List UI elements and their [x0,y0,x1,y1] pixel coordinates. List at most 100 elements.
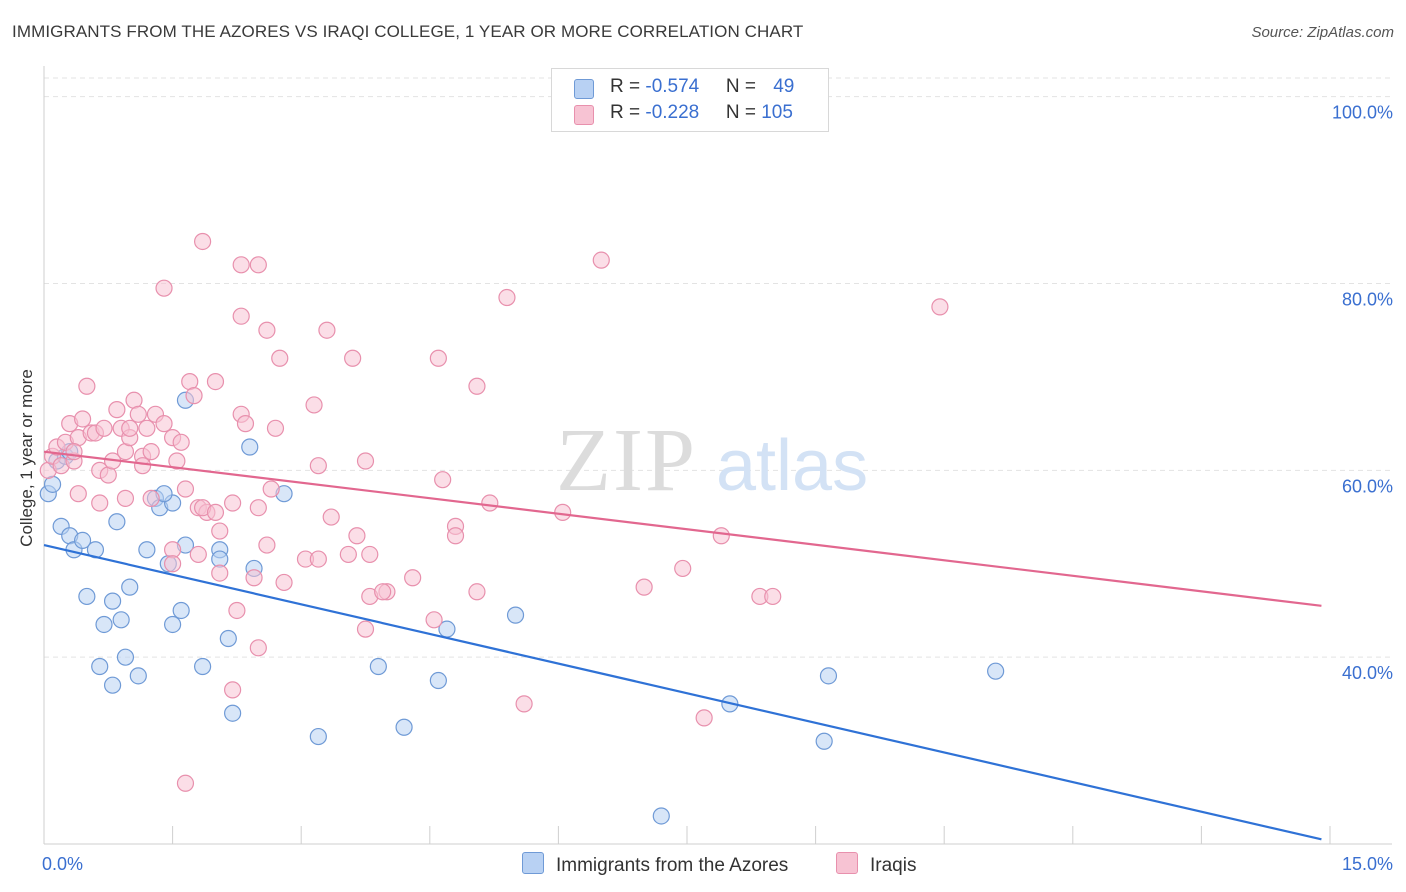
data-point-azores [224,704,242,722]
data-point-azores [91,657,109,676]
source-credit: Source: ZipAtlas.com [1251,24,1394,41]
data-point-iraqis [468,583,486,601]
data-point-iraqis [78,377,96,395]
data-point-iraqis [121,419,139,437]
data-point-iraqis [176,480,195,498]
data-point-azores [116,648,135,666]
data-point-iraqis [228,601,246,620]
data-point-iraqis [258,536,276,554]
data-point-azores [219,629,237,648]
data-point-iraqis [155,279,173,297]
legend-n-label: N = [725,102,762,123]
legend-r-label: R = [610,76,646,97]
data-point-iraqis [236,415,255,433]
watermark: ZIP atlas [556,411,868,510]
data-point-iraqis [339,545,357,564]
y-tick-label: 80.0% [1342,290,1393,310]
legend-label-azores: Immigrants from the Azores [556,855,789,876]
data-point-iraqis [189,545,207,564]
data-point-iraqis [133,457,152,475]
data-point-iraqis [249,499,267,517]
data-point-iraqis [129,405,147,423]
data-point-azores [121,578,139,596]
data-point-iraqis [211,522,229,540]
tick-labels: 40.0% 60.0% 80.0% 100.0% 0.0% 15.0% [42,103,1393,874]
data-point-iraqis [429,349,447,367]
data-point-azores [506,606,525,624]
data-point-iraqis [674,559,692,578]
axes [43,66,1392,845]
chart-title: IMMIGRANTS FROM THE AZORES VS IRAQI COLL… [12,22,804,41]
data-point-iraqis [116,489,135,507]
data-point-iraqis [95,419,113,437]
data-point-iraqis [176,774,195,792]
data-point-azores [815,732,833,750]
data-point-iraqis [305,396,323,414]
x-tick-label: 0.0% [42,854,83,874]
data-point-azores [95,615,113,634]
data-point-iraqis [168,452,186,470]
data-point-azores [103,592,122,610]
data-point-azores [138,541,156,559]
legend-label-iraqis: Iraqis [870,855,917,876]
data-point-iraqis [249,639,267,657]
data-point-azores [164,615,182,634]
data-point-iraqis [108,401,126,419]
data-point-iraqis [142,489,160,507]
data-point-azores [395,718,413,736]
data-point-iraqis [348,527,366,545]
data-point-iraqis [73,410,92,428]
legend-r-label: R = [610,102,646,123]
data-point-iraqis [224,681,242,699]
data-point-azores [819,667,838,685]
trend-line-iraqis [43,450,1322,607]
legend-n-value-azores: 49 [773,76,795,97]
data-point-iraqis [185,387,203,405]
legend-n-value-iraqis: 105 [761,102,793,123]
data-point-iraqis [232,256,250,274]
data-point-iraqis [344,349,362,367]
watermark-zip: ZIP [556,411,697,510]
data-point-iraqis [266,419,285,437]
data-point-iraqis [211,564,229,582]
data-point-iraqis [931,298,949,316]
legend-item-iraqis: Iraqis [836,852,916,878]
data-point-iraqis [275,573,293,592]
trend-line-azores [43,544,1322,841]
data-point-azores [129,667,147,685]
data-point-azores [241,438,259,456]
data-point-azores [73,531,92,550]
data-point-azores [172,601,190,620]
legend-swatch-iraqis [574,105,594,125]
y-axis-label: College, 1 year or more [17,369,36,547]
legend-r-value-azores: -0.574 [645,76,700,97]
data-point-iraqis [712,527,730,545]
data-point-iraqis [404,569,422,587]
data-point-azores [987,662,1005,680]
data-point-iraqis [515,695,533,713]
data-point-iraqis [69,485,87,503]
legend-n-label: N = [725,76,762,97]
data-point-iraqis [356,620,375,638]
data-point-iraqis [356,452,375,470]
data-point-iraqis [764,587,782,606]
legend-swatch-azores [574,79,594,99]
data-point-iraqis [425,611,443,629]
correlation-legend: R = -0.574 N = 49 R = -0.228 N = 105 [551,68,829,132]
data-point-azores [652,807,670,825]
data-point-iraqis [374,583,392,601]
data-point-azores [369,657,387,676]
data-point-azores [194,657,212,676]
data-point-iraqis [635,578,653,596]
data-points [39,232,1005,825]
data-point-azores [108,513,126,531]
data-point-iraqis [65,443,83,461]
data-point-iraqis [271,349,289,367]
data-point-iraqis [258,321,276,339]
data-point-iraqis [232,307,250,325]
data-point-iraqis [206,372,225,391]
data-point-iraqis [164,555,182,573]
data-point-iraqis [142,443,160,461]
data-point-iraqis [138,419,156,437]
